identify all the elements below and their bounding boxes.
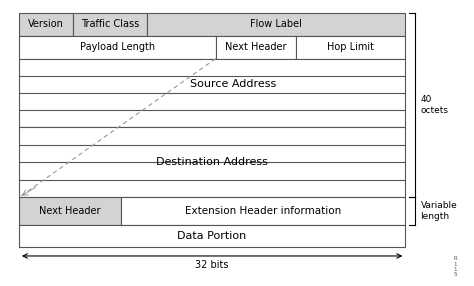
Bar (19, 197, 121, 225)
Text: Traffic Class: Traffic Class (81, 19, 139, 29)
Bar (19, 36, 216, 59)
Bar (147, 13, 405, 36)
Text: Source Address: Source Address (190, 80, 276, 89)
Bar (73, 13, 147, 36)
Text: Flow Label: Flow Label (250, 19, 302, 29)
Text: R
1
1
5: R 1 1 5 (453, 256, 457, 277)
Bar (121, 197, 405, 225)
Text: Payload Length: Payload Length (80, 42, 155, 52)
Text: Data Portion: Data Portion (177, 231, 247, 241)
Text: Destination Address: Destination Address (156, 157, 268, 167)
Text: Version: Version (28, 19, 64, 29)
Bar (19, 127, 405, 197)
Bar (19, 225, 405, 247)
Bar (19, 13, 73, 36)
Text: 40
octets: 40 octets (420, 95, 448, 115)
Bar (296, 36, 405, 59)
Text: 32 bits: 32 bits (195, 260, 229, 269)
Bar (19, 59, 405, 127)
Text: Hop Limit: Hop Limit (327, 42, 374, 52)
Text: Next Header: Next Header (39, 206, 100, 216)
Bar (216, 36, 296, 59)
Text: Next Header: Next Header (225, 42, 287, 52)
Text: Variable
length: Variable length (420, 201, 457, 221)
Text: Extension Header information: Extension Header information (185, 206, 341, 216)
